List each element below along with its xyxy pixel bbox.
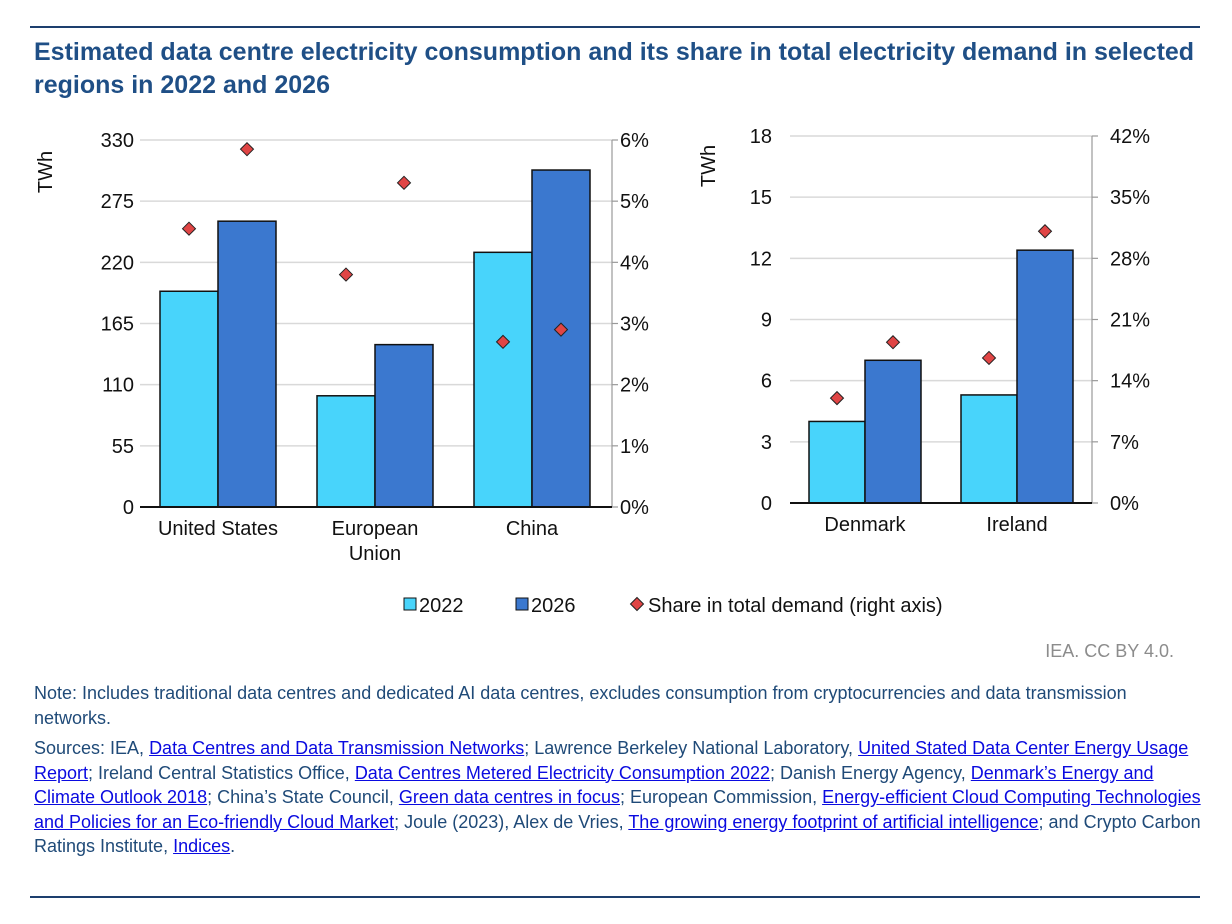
- sources-text: ; Lawrence Berkeley National Laboratory,: [524, 738, 859, 758]
- y2-tick-label: 42%: [1110, 126, 1150, 148]
- y2-tick-label: 1%: [620, 436, 649, 458]
- bar-2026-united-states: [217, 220, 277, 508]
- x-category-label: United States: [158, 518, 278, 540]
- bar-2022-ireland: [960, 394, 1018, 504]
- source-link[interactable]: Energy-efficient Cloud Computing Technol…: [34, 787, 1201, 832]
- sources-text: ; Ireland Central Statistics Office,: [88, 762, 355, 783]
- y-tick-label: 18: [750, 126, 772, 148]
- source-link[interactable]: Green data centres in focus: [398, 787, 620, 807]
- y2-tick-label: 14%: [1110, 371, 1150, 393]
- sources-text: ; Danish Energy Agency,: [770, 762, 971, 783]
- x-category-label: Ireland: [986, 514, 1047, 536]
- top-rule: [30, 26, 1200, 28]
- y2-tick-label: 5%: [620, 191, 649, 213]
- share-marker-2022: [829, 390, 845, 406]
- y-axis-label: TWh: [698, 145, 720, 187]
- y2-tick-label: 2%: [620, 375, 649, 397]
- y2-tick-label: 6%: [620, 130, 649, 152]
- bottom-rule: [30, 896, 1200, 898]
- source-link[interactable]: Indices: [173, 836, 231, 856]
- legend-label-2026: 2026: [531, 595, 576, 617]
- y-tick-label: 12: [750, 248, 772, 270]
- share-marker-2026: [553, 322, 569, 337]
- bar-2026-china: [531, 169, 591, 508]
- y2-tick-label: 28%: [1110, 248, 1150, 270]
- y-tick-label: 6: [761, 371, 772, 393]
- note: Note: Includes traditional data centres …: [34, 683, 1127, 728]
- bar-2022-china: [473, 251, 533, 508]
- source-link[interactable]: United Stated Data Center Energy Usage R…: [34, 738, 1189, 783]
- y-tick-label: 9: [761, 310, 772, 332]
- sources-text: ; Joule (2023), Alex de Vries,: [394, 811, 629, 832]
- bar-2022-denmark: [808, 420, 866, 504]
- x-category-label: Denmark: [824, 514, 906, 536]
- sources-text: ; China’s State Council,: [207, 787, 399, 807]
- y-tick-label: 165: [101, 314, 134, 336]
- y-tick-label: 330: [101, 130, 134, 152]
- share-marker-2026: [1037, 224, 1053, 239]
- source-link[interactable]: Data Centres and Data Transmission Netwo…: [149, 738, 525, 758]
- y-axis-label: TWh: [35, 151, 57, 193]
- legend-label-share: Share in total demand (right axis): [648, 595, 943, 617]
- charts-svg: 0 0% 55 1% 110 2% 165 3% 220 4% 275 5% 330 6% TWh Unite…: [35, 126, 1150, 617]
- x-category-label: European: [332, 518, 419, 540]
- share-marker-2026: [885, 335, 901, 350]
- x-category-label: China: [506, 518, 559, 540]
- y2-tick-label: 35%: [1110, 187, 1150, 209]
- sources-text: ; and Crypto Carbon Ratings Institute,: [34, 811, 1201, 857]
- bar-2026-ireland: [1016, 249, 1074, 504]
- bar-2022-united-states: [159, 290, 219, 508]
- bar-2026-european-union: [374, 343, 434, 508]
- credit: IEA. CC BY 4.0.: [1045, 641, 1174, 661]
- sources-text: .: [230, 836, 236, 856]
- y-tick-label: 0: [761, 493, 772, 515]
- y2-tick-label: 0%: [620, 497, 649, 519]
- y2-tick-label: 21%: [1110, 310, 1150, 332]
- sources-text: Sources: IEA,: [34, 738, 150, 758]
- y-tick-label: 275: [101, 191, 134, 213]
- y-tick-label: 0: [123, 497, 134, 519]
- sources-text: ; European Commission,: [620, 787, 823, 807]
- source-link[interactable]: The growing energy footprint of artifici…: [628, 811, 1039, 832]
- legend-swatch-2026: [515, 597, 529, 611]
- sources: Sources: IEA, Data Centres and Data Tran…: [34, 736, 1204, 859]
- source-link[interactable]: Denmark’s Energy and Climate Outlook 201…: [34, 762, 1154, 808]
- share-marker-2022: [181, 221, 197, 236]
- legend-diamond-icon: [629, 596, 645, 612]
- chart-title: Estimated data centre electricity consum…: [34, 38, 1195, 99]
- x-category-label: Union: [349, 543, 401, 565]
- y2-tick-label: 4%: [620, 252, 649, 274]
- share-marker-2022: [495, 334, 511, 350]
- y2-tick-label: 7%: [1110, 432, 1139, 454]
- y-tick-label: 220: [101, 252, 134, 274]
- share-marker-2022: [981, 350, 997, 366]
- y-tick-label: 3: [761, 432, 772, 454]
- source-link[interactable]: Data Centres Metered Electricity Consump…: [354, 762, 771, 783]
- y-tick-label: 55: [112, 436, 134, 458]
- legend-label-2022: 2022: [419, 595, 464, 617]
- y2-tick-label: 0%: [1110, 493, 1139, 515]
- share-marker-2026: [396, 175, 412, 191]
- y-tick-label: 15: [750, 187, 772, 209]
- share-marker-2022: [338, 267, 354, 282]
- share-marker-2026: [239, 141, 255, 157]
- y-tick-label: 110: [102, 375, 134, 397]
- y2-tick-label: 3%: [620, 314, 649, 336]
- legend-swatch-2022: [403, 597, 417, 611]
- bar-2026-denmark: [864, 359, 922, 504]
- bar-2022-european-union: [316, 395, 376, 508]
